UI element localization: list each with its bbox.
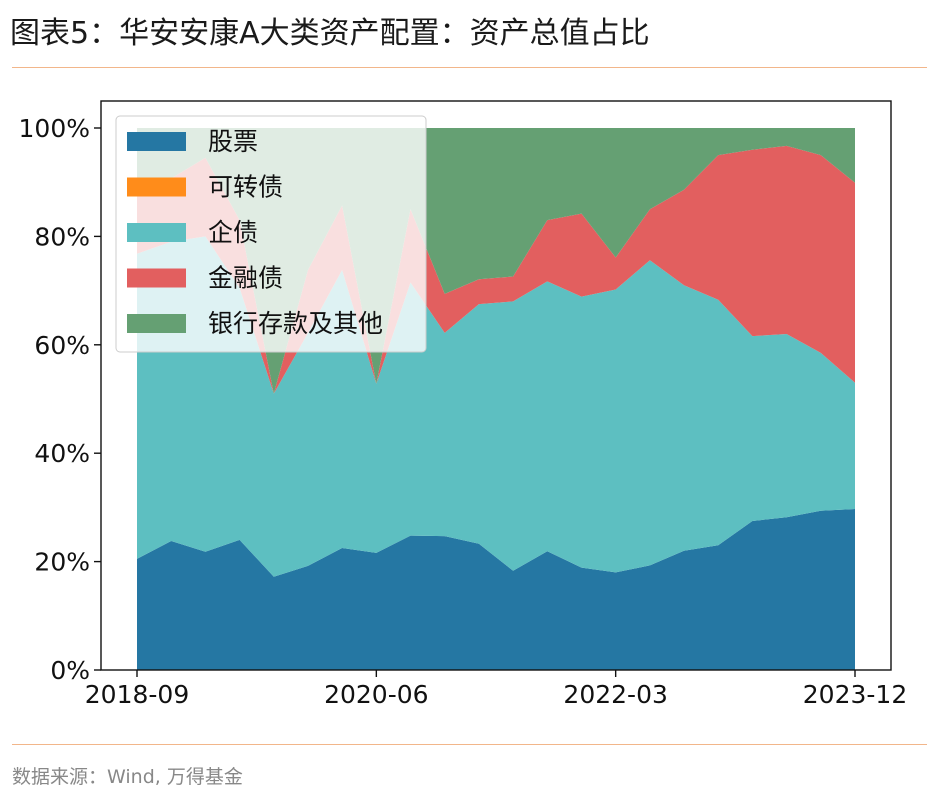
y-tick-label: 80% [34, 222, 90, 251]
plot-border [100, 100, 892, 671]
y-tick-label: 0% [50, 656, 90, 685]
legend-label: 股票 [208, 127, 258, 156]
bottom-divider [12, 744, 927, 745]
legend-label: 银行存款及其他 [208, 309, 383, 338]
top-divider [12, 67, 927, 68]
legend-label: 金融债 [208, 264, 283, 293]
legend-swatch [127, 314, 186, 333]
area-series-4 [137, 145, 855, 394]
y-tick-label: 20% [34, 548, 90, 577]
legend-swatch [127, 223, 186, 242]
y-tick-label: 60% [34, 331, 90, 360]
legend-label: 企债 [208, 218, 258, 247]
legend-swatch [127, 132, 186, 151]
x-tick-label: 2020-06 [324, 680, 428, 709]
source-note: 数据来源：Wind, 万得基金 [12, 766, 243, 788]
plot-frame [100, 100, 892, 671]
x-tick-label: 2023-12 [803, 680, 907, 709]
x-tick-label: 2022-03 [563, 680, 667, 709]
legend-label: 可转债 [208, 173, 283, 202]
legend-swatch [127, 177, 186, 197]
y-tick-label: 40% [34, 439, 90, 468]
area-series-1 [137, 509, 855, 670]
chart-title: 图表5：华安安康A大类资产配置：资产总值占比 [10, 16, 650, 51]
y-axis: 0% 20% 40% 60% 80% 100% [19, 114, 101, 685]
legend-box [115, 115, 427, 353]
y-tick-label: 100% [19, 114, 90, 143]
legend-swatch [127, 268, 186, 288]
x-tick-label: 2018-09 [85, 680, 189, 709]
x-axis: 2018-09 2020-06 2022-03 2023-12 [85, 670, 907, 709]
